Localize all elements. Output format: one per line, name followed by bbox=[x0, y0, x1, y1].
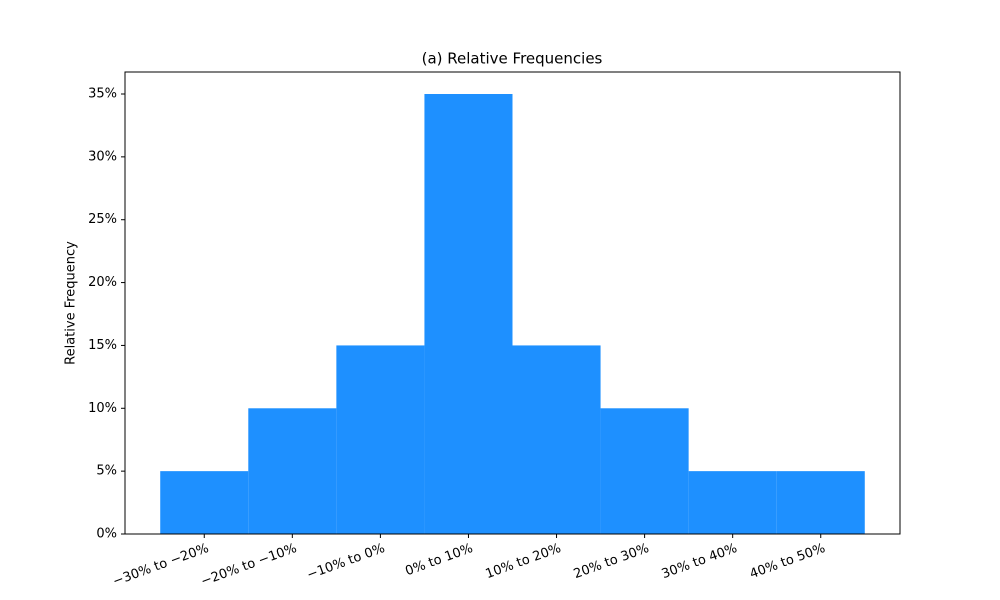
bar bbox=[336, 345, 425, 534]
bar bbox=[160, 471, 249, 534]
y-tick-label: 30% bbox=[88, 149, 117, 164]
bar bbox=[248, 408, 337, 534]
x-tick-label: 30% to 40% bbox=[660, 541, 739, 582]
plot-frame bbox=[124, 71, 901, 535]
chart-title: (a) Relative Frequencies bbox=[422, 50, 603, 68]
x-tick-label: 40% to 50% bbox=[748, 541, 827, 582]
y-tick-label: 25% bbox=[88, 212, 117, 227]
y-tick-label: 15% bbox=[88, 338, 117, 353]
bar bbox=[424, 94, 513, 534]
y-tick-label: 10% bbox=[88, 401, 117, 416]
y-tick-label: 0% bbox=[96, 527, 117, 542]
x-tick-label: 10% to 20% bbox=[484, 541, 563, 582]
x-tick-label: −20% to −10% bbox=[199, 541, 299, 590]
x-tick-label: −30% to −20% bbox=[111, 541, 211, 590]
x-tick-label: 0% to 10% bbox=[403, 541, 475, 579]
bar bbox=[688, 471, 777, 534]
bar bbox=[776, 471, 865, 534]
y-tick-label: 35% bbox=[88, 87, 117, 102]
bar bbox=[600, 408, 689, 534]
x-tick-label: −10% to 0% bbox=[305, 541, 387, 583]
bar bbox=[512, 345, 601, 534]
x-tick-label: 20% to 30% bbox=[572, 541, 651, 582]
y-axis-label: Relative Frequency bbox=[64, 241, 79, 365]
y-tick-label: 20% bbox=[88, 275, 117, 290]
y-tick-label: 5% bbox=[96, 464, 117, 479]
